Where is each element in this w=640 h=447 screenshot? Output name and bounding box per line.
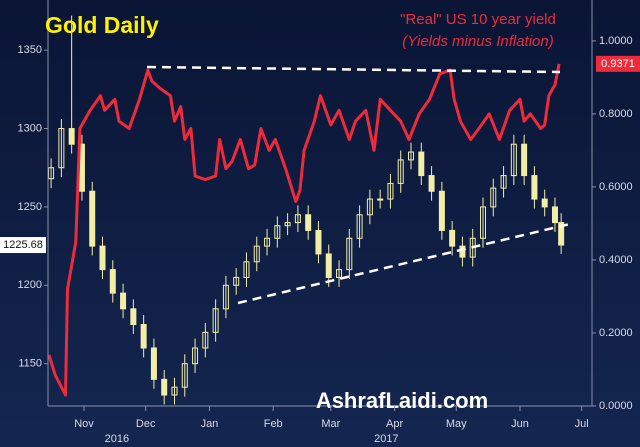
candle-body [140,323,147,349]
candle-body [490,187,497,208]
candle-body [541,198,548,208]
candle-body [192,347,199,365]
candle-body [459,245,466,258]
candle-body [346,237,353,271]
candle-body [408,151,415,161]
last-yield-label: 0.9371 [601,58,635,70]
candle-body [387,182,394,200]
candle-body [58,128,65,169]
candle-body [418,151,425,177]
x-tick-label: Jun [511,418,529,430]
legend-series-name: "Real" US 10 year yield [400,11,556,28]
candle-body [99,245,106,271]
candle-body [89,190,96,247]
y2-tick-label: 1.0000 [599,35,633,47]
candle-body [222,284,229,310]
candle-body [109,269,116,294]
x-group-label: 2017 [374,433,398,445]
x-tick-label: Apr [386,418,403,430]
candle-body [315,229,322,255]
y2-tick-label: 0.2000 [599,327,633,339]
candle-body [253,245,260,263]
candle-body [510,143,517,177]
candle-body [356,214,363,239]
y-tick-label: 1300 [18,122,42,134]
candle-body [428,175,435,192]
legend-subtitle: (Yields minus Inflation) [402,33,553,50]
candle-body [397,159,404,184]
y-tick-label: 1200 [18,279,42,291]
candle-body [305,214,312,231]
candle-body [531,175,538,200]
y2-tick-label: 0.8000 [599,108,633,120]
candle-body [479,206,486,239]
candle-body [551,206,558,224]
yield-line [47,63,561,397]
candle-body [438,190,445,231]
candle-body [202,331,209,349]
candle-body [161,378,168,396]
candle-body [150,347,157,380]
x-tick-label: Nov [74,418,94,430]
x-tick-label: Jul [575,418,589,430]
candle-body [171,386,178,396]
candle-body [521,143,528,177]
candle-body [68,128,75,145]
y-tick-label: 1150 [18,358,42,370]
x-tick-label: Feb [264,418,283,430]
candle-body [558,222,565,246]
candle-body [274,225,281,239]
candle-body [243,261,250,278]
x-tick-label: Jan [201,418,219,430]
candle-body [449,229,456,247]
candle-body [233,276,240,286]
x-group-label: 2016 [105,433,129,445]
candle-body [264,237,271,247]
last-price-box [0,237,46,254]
chart-title: Gold Daily [45,12,159,38]
candle-body [325,253,332,278]
x-tick-label: May [446,418,467,430]
candle-body [48,167,55,180]
plot-area [47,15,565,405]
candle-body [181,363,188,388]
y2-tick-label: 0.6000 [599,181,633,193]
watermark: AshrafLaidi.com [316,388,488,413]
last-price-label: 1225.68 [3,239,43,251]
candle-body [120,292,127,310]
y2-tick-label: 0.4000 [599,254,633,266]
resistance-trendline [146,65,561,74]
candle-body [284,222,291,227]
candle-body [500,175,507,189]
y2-tick-label: 0.0000 [599,400,633,412]
candle-body [130,308,137,325]
candle-body [212,308,219,333]
x-tick-label: Mar [321,418,340,430]
y-tick-label: 1350 [18,44,42,56]
last-yield-box [596,55,640,72]
support-trendline [237,222,571,305]
x-tick-label: Dec [136,418,156,430]
y-tick-label: 1250 [18,201,42,213]
candle-body [377,198,384,201]
candle-body [336,269,343,278]
candle-body [294,214,301,224]
candle-body [366,198,373,216]
